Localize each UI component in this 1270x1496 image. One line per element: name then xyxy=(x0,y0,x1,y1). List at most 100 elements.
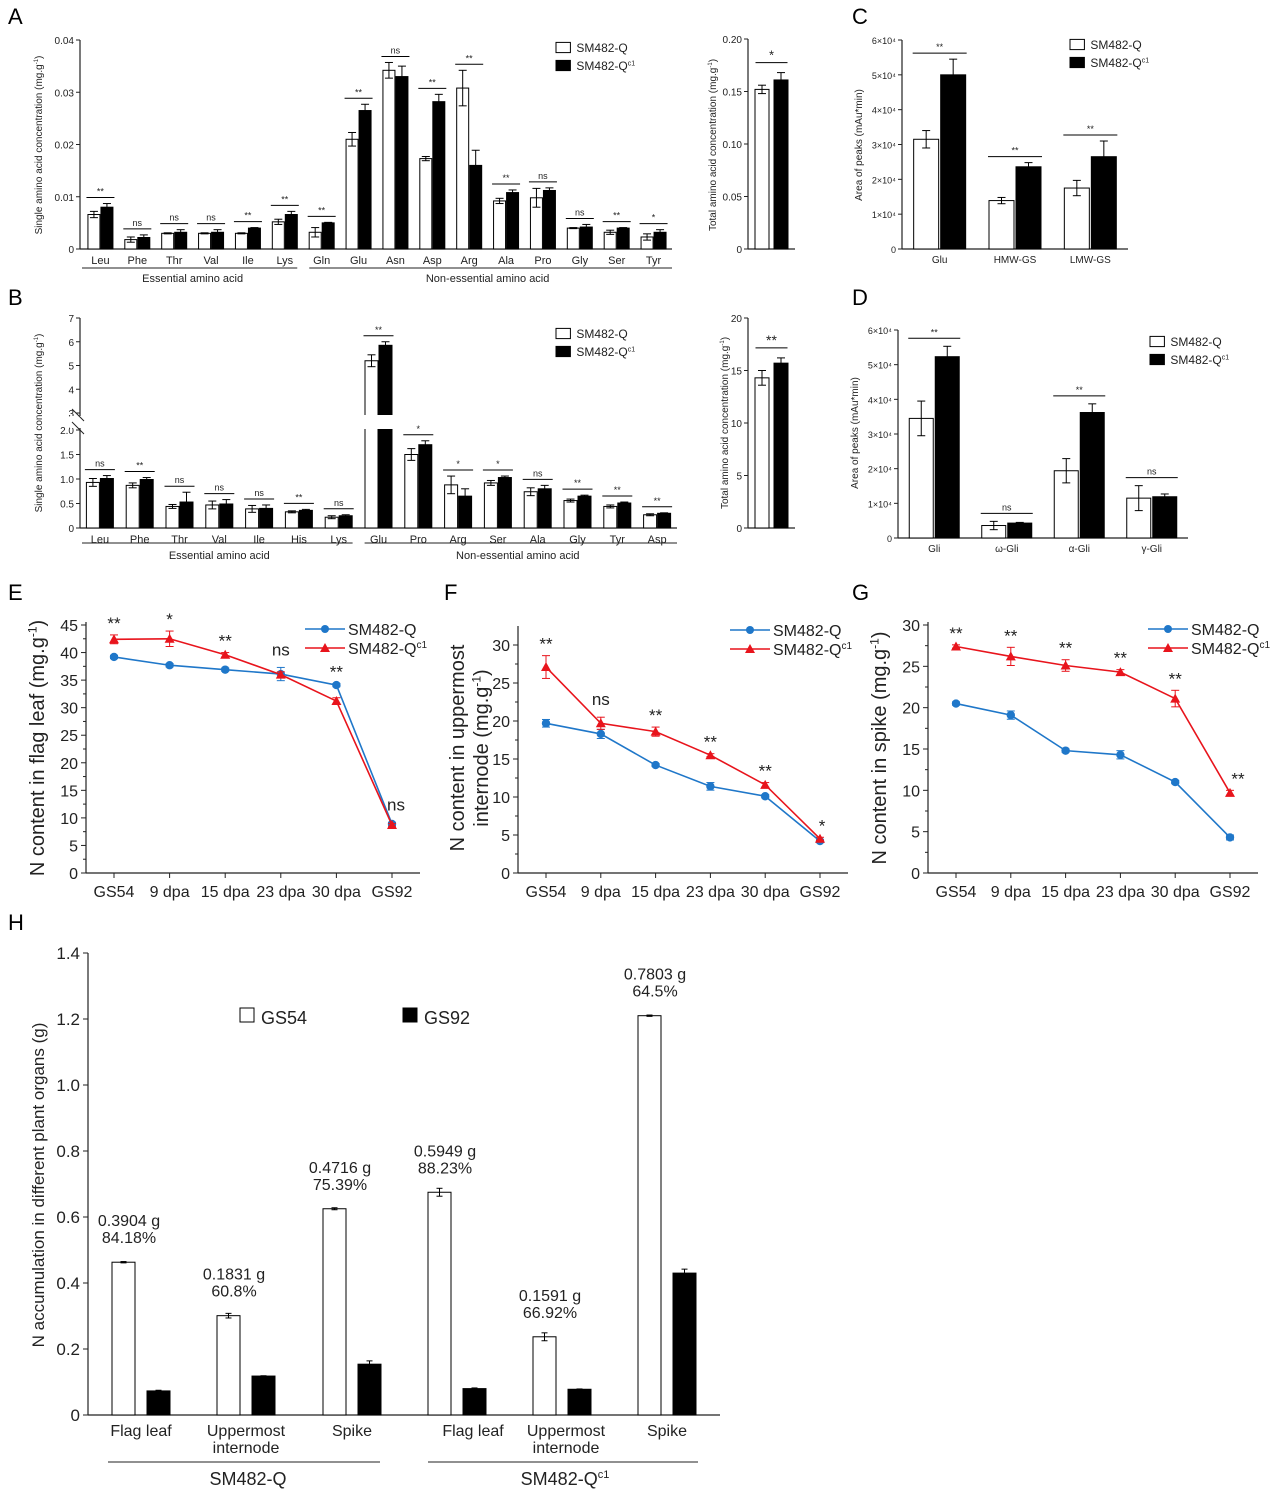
error-bar xyxy=(526,487,535,497)
significance-label: ** xyxy=(1114,649,1128,668)
significance-label: ** xyxy=(1011,146,1019,156)
bar-group: ** Ser xyxy=(602,211,631,267)
significance-marker: ns xyxy=(565,207,594,219)
significance-marker: ** xyxy=(1063,124,1118,136)
significance-label: ** xyxy=(375,325,383,335)
significance-label: ** xyxy=(318,205,326,215)
error-bar xyxy=(287,210,296,219)
error-bar xyxy=(566,498,575,503)
bar-filled xyxy=(497,477,512,529)
bar-filled xyxy=(934,356,960,539)
significance-marker: ns xyxy=(528,171,557,183)
error-bar xyxy=(102,203,111,212)
x-category-label: Ser xyxy=(489,534,506,546)
y-tick-label: 2.0 xyxy=(60,426,74,437)
legend-swatch-filled xyxy=(402,1007,418,1023)
error-bar xyxy=(997,196,1006,205)
bar-group: ** Glu xyxy=(912,42,967,266)
significance-label: * xyxy=(417,424,421,434)
annotation-grams: 0.4716 g xyxy=(309,1160,371,1177)
legend-label: GS54 xyxy=(261,1008,307,1028)
significance-marker: ns xyxy=(84,459,115,471)
y-tick-label: 0 xyxy=(911,866,920,883)
panel-letter-g: G xyxy=(852,580,869,605)
legend-marker-triangle xyxy=(1163,643,1173,652)
significance-marker: ns xyxy=(323,498,354,510)
bar-filled xyxy=(1079,412,1105,539)
error-bar xyxy=(361,103,370,118)
legend-marker-triangle xyxy=(320,643,330,652)
x-category-label: Glu xyxy=(370,534,387,546)
significance-marker: * xyxy=(443,459,474,471)
data-point-triangle xyxy=(387,820,397,830)
error-bar xyxy=(1099,140,1108,173)
x-category-label: Gln xyxy=(313,255,330,267)
bar-open xyxy=(493,200,507,250)
legend: SM482-Q SM482-Qc1 xyxy=(1149,335,1229,367)
y-tick-label: 0 xyxy=(736,245,742,256)
series-line-sm482-qc1 xyxy=(955,645,1231,794)
x-tick-label: GS54 xyxy=(94,884,135,901)
legend-label: SM482-Q xyxy=(773,623,841,640)
x-category-label: Pro xyxy=(410,534,427,546)
panel-letter-f: F xyxy=(444,580,457,605)
y-tick-label: 1.0 xyxy=(56,1076,80,1095)
bar-open xyxy=(165,505,180,529)
data-point-triangle xyxy=(1005,651,1016,661)
bar-group: ns Phe xyxy=(123,218,152,267)
x-category-label: Flag leaf xyxy=(110,1423,172,1440)
bar-filled xyxy=(616,227,630,250)
x-tick-label: 15 dpa xyxy=(631,884,680,901)
significance-label: ** xyxy=(355,87,363,97)
y-tick-label: 0.20 xyxy=(723,35,743,46)
y-tick-label: 0.05 xyxy=(723,193,743,204)
error-bar xyxy=(777,72,785,88)
y-tick-label: 25 xyxy=(492,676,510,693)
data-point-triangle xyxy=(541,662,551,672)
x-tick-label: 9 dpa xyxy=(150,884,190,901)
significance-label: ** xyxy=(704,733,718,752)
error-bar xyxy=(580,494,589,498)
panel-letter-e: E xyxy=(8,580,23,605)
y-tick-label: 0.5 xyxy=(60,500,74,511)
series-line-sm482-q xyxy=(545,722,821,842)
y-axis-label-text: N content in flag leaf (mg.g-1) xyxy=(25,620,49,876)
significance-marker: * xyxy=(755,48,788,64)
axis-break-gap xyxy=(70,416,84,428)
legend-label: SM482-Qc1 xyxy=(348,640,427,658)
error-bar xyxy=(397,65,406,88)
error-bar xyxy=(540,484,549,493)
x-tick-label: 30 dpa xyxy=(1151,884,1200,901)
error-bar xyxy=(461,488,470,504)
significance-marker: * xyxy=(639,213,668,225)
x-tick-label: 15 dpa xyxy=(1041,884,1090,901)
legend-label: SM482-Qc1 xyxy=(576,59,635,73)
y-tick-label: 0.03 xyxy=(55,88,75,99)
significance-marker: * xyxy=(403,424,434,436)
x-category-label: Gly xyxy=(569,534,586,546)
significance-label: ** xyxy=(1087,124,1095,134)
bar-group: ** Gly xyxy=(562,478,593,546)
bar-group: ** Leu xyxy=(86,187,115,267)
bar-open xyxy=(87,214,101,250)
bar-filled xyxy=(99,478,114,529)
error-bar xyxy=(1134,485,1143,512)
data-point-circle xyxy=(1061,746,1070,755)
significance-label: ** xyxy=(136,461,144,471)
significance-marker: ** xyxy=(283,492,314,504)
y-tick-label: 10 xyxy=(492,790,510,807)
legend-swatch-open xyxy=(1069,38,1085,51)
x-tick-label: GS92 xyxy=(800,884,841,901)
bar-filled xyxy=(284,214,298,250)
y-tick-label: 0 xyxy=(887,534,892,544)
significance-label: ns xyxy=(1147,467,1157,477)
x-category-label: Asp xyxy=(648,534,667,546)
y-tick-label: 3 xyxy=(68,409,74,420)
significance-label: ns xyxy=(575,207,585,217)
y-axis-label-text: N content in uppermost xyxy=(447,644,469,851)
significance-label: * xyxy=(496,459,500,469)
y-axis-label-text: N content in spike (mg.g-1) xyxy=(867,632,891,865)
significance-label: ns xyxy=(169,213,179,223)
y-tick-label: 20 xyxy=(60,756,78,773)
y-tick-label: 1.5 xyxy=(60,451,74,462)
